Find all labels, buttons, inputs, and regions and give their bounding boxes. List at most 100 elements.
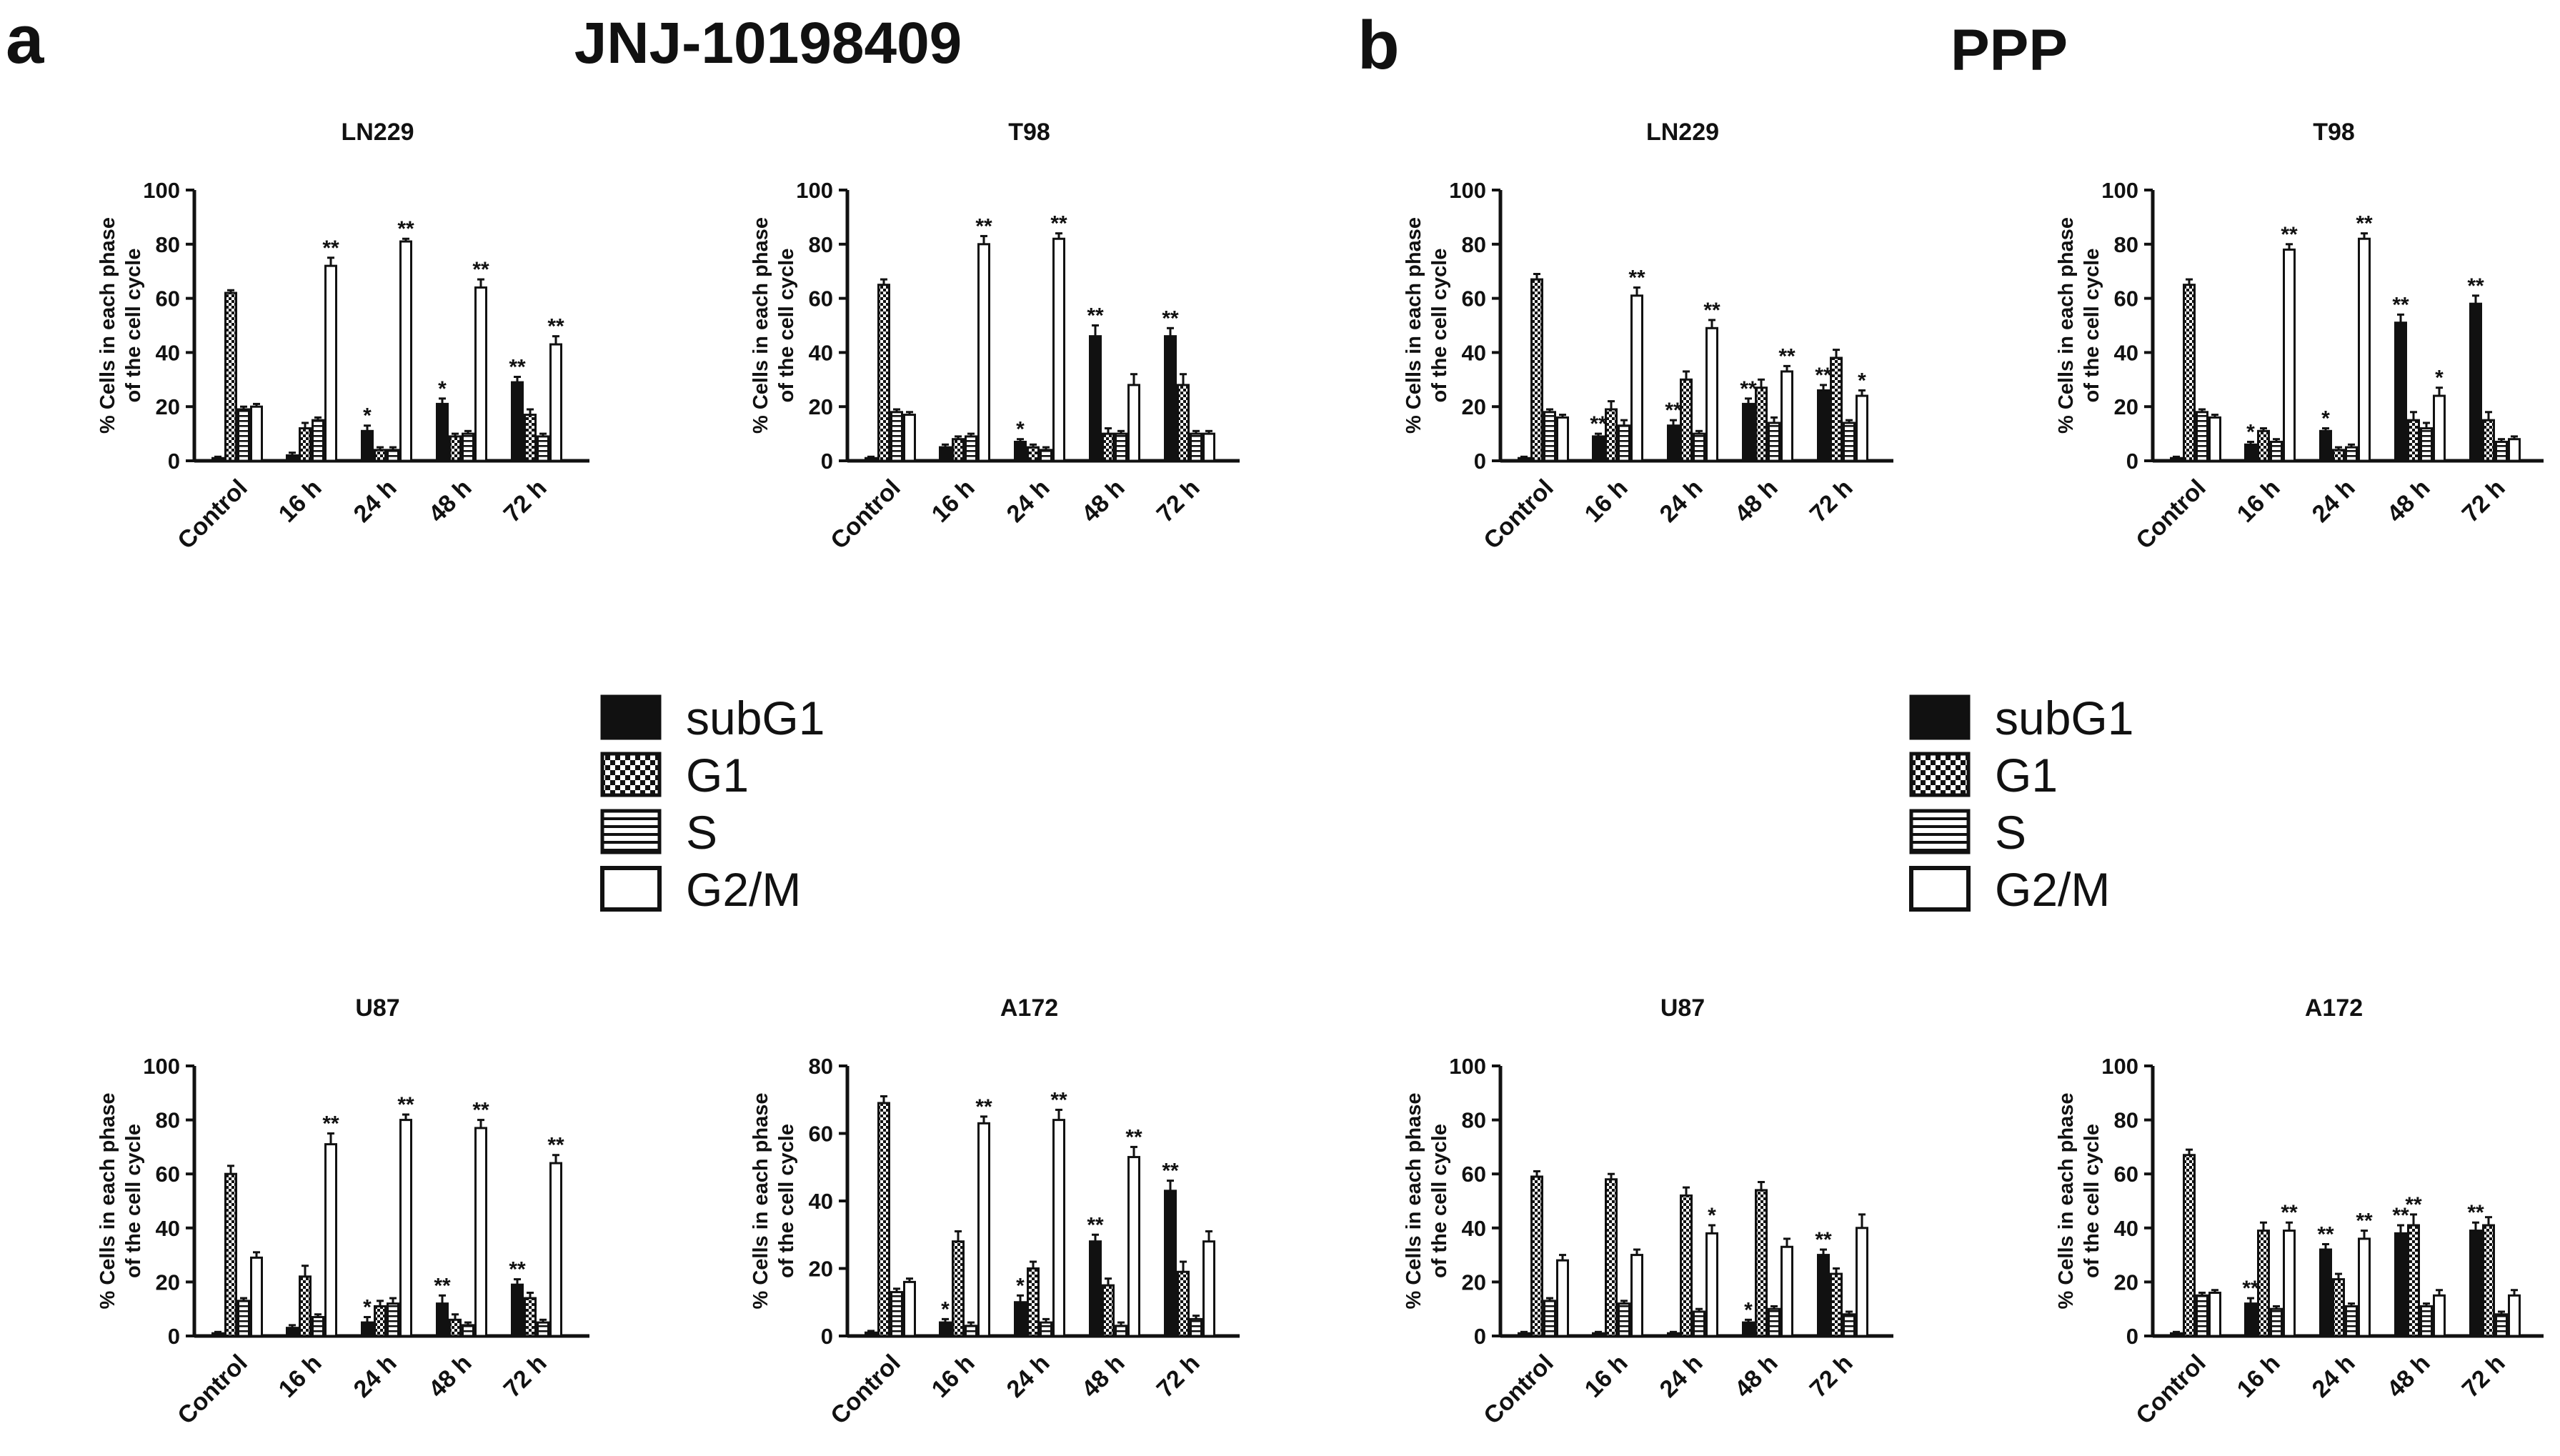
group-title-b: PPP — [1951, 18, 2068, 83]
bar-g2m-72-h — [2508, 438, 2521, 462]
bar-g1-48-h — [2407, 1224, 2420, 1337]
chart-b-ln229: LN229 % Cells in each phase of the cell cy… — [1403, 119, 1893, 554]
significance-g2m-16-h: ** — [2281, 223, 2298, 246]
significance-subg1-16-h: * — [941, 1297, 950, 1321]
bar-g1-72-h — [1830, 356, 1843, 462]
bar-s-48-h — [1115, 1325, 1127, 1337]
y-axis-title-line: of the cell cycle — [1428, 249, 1451, 403]
bar-s-72-h — [1843, 1313, 1856, 1337]
bar-subg1-16-h — [286, 1327, 299, 1337]
x-category-label: 16 h — [274, 1350, 327, 1403]
y-tick-label: 60 — [156, 1162, 180, 1187]
y-tick-label: 20 — [156, 1270, 180, 1295]
bar-g2m-16-h — [2283, 248, 2296, 462]
y-tick-label: 60 — [809, 1122, 833, 1147]
y-tick-label: 100 — [1449, 1054, 1486, 1079]
bar-g1-16-h — [952, 438, 965, 462]
x-category-label: 48 h — [424, 1350, 477, 1403]
bar-subg1-24-h — [361, 1321, 374, 1337]
bar-g1-16-h — [952, 1240, 965, 1337]
y-tick-label: 0 — [821, 1324, 833, 1349]
bar-s-control — [890, 1291, 903, 1337]
significance-subg1-48-h: ** — [1087, 1213, 1104, 1237]
x-category-label: 48 h — [1730, 1350, 1783, 1403]
bar-subg1-48-h — [2394, 1232, 2407, 1337]
legend-swatch-s — [1909, 809, 1971, 854]
x-category-label: 16 h — [927, 1350, 980, 1403]
panel-letter-a: a — [6, 1, 44, 78]
bar-s-72-h — [1843, 422, 1856, 462]
bar-g2m-24-h — [399, 1119, 412, 1337]
bar-g2m-72-h — [1856, 394, 1868, 462]
bar-g2m-16-h — [324, 264, 337, 462]
x-category-label: 48 h — [1077, 1350, 1130, 1403]
bar-g1-72-h — [524, 1297, 537, 1337]
bar-subg1-72-h — [511, 381, 524, 462]
significance-subg1-48-h: ** — [1087, 304, 1104, 328]
bar-g2m-control — [903, 1280, 916, 1337]
bar-g2m-48-h — [1127, 1156, 1140, 1337]
bar-g1-24-h — [2332, 1278, 2345, 1337]
bar-subg1-24-h — [1667, 1332, 1680, 1337]
x-category-label: 16 h — [927, 474, 980, 528]
bar-subg1-control — [211, 1332, 224, 1337]
bar-g2m-24-h — [1705, 326, 1718, 462]
significance-subg1-48-h: * — [438, 377, 447, 401]
bar-s-16-h — [1618, 1302, 1630, 1337]
y-tick-label: 0 — [168, 449, 180, 474]
significance-g2m-72-h: ** — [547, 1134, 564, 1157]
bar-subg1-48-h — [1089, 335, 1102, 462]
x-category-label: 24 h — [2307, 1350, 2361, 1403]
y-tick-label: 40 — [809, 340, 833, 365]
bar-g1-24-h — [374, 1305, 387, 1337]
y-tick-label: 80 — [1462, 232, 1486, 257]
chart-title: A172 — [2305, 994, 2363, 1022]
x-category-label: 48 h — [2382, 1350, 2436, 1403]
x-category-label: 48 h — [1730, 474, 1783, 528]
bar-g1-control — [1530, 1175, 1543, 1337]
legend-swatch-g2m — [1909, 866, 1971, 912]
significance-subg1-24-h: * — [2321, 407, 2330, 431]
y-tick-label: 40 — [156, 1216, 180, 1241]
y-tick-label: 40 — [809, 1189, 833, 1214]
y-axis-title-line: of the cell cycle — [2081, 249, 2103, 403]
y-tick-label: 20 — [2114, 1270, 2138, 1295]
bar-s-16-h — [312, 1316, 324, 1337]
bar-g1-control — [1530, 278, 1543, 462]
bar-g2m-16-h — [2283, 1230, 2296, 1337]
y-tick-label: 80 — [809, 1054, 833, 1079]
bar-g2m-16-h — [1630, 1254, 1643, 1337]
bar-s-16-h — [2270, 440, 2283, 462]
x-category-label: Control — [1478, 474, 1558, 554]
chart-title: A172 — [1000, 994, 1058, 1022]
x-category-label: 16 h — [1580, 474, 1633, 528]
bar-s-24-h — [387, 449, 399, 462]
bar-g1-48-h — [1755, 387, 1768, 462]
chart-title: LN229 — [1646, 119, 1719, 146]
significance-subg1-16-h: ** — [2242, 1277, 2259, 1300]
x-category-label: Control — [1478, 1350, 1558, 1430]
significance-g2m-16-h: ** — [1628, 266, 1645, 289]
legend-swatch-g2m — [600, 866, 662, 912]
bar-subg1-72-h — [1164, 335, 1177, 462]
chart-b-a172: A172 % Cells in each phase of the cell cyc… — [2055, 994, 2544, 1430]
significance-g2m-24-h: ** — [397, 1093, 414, 1117]
chart-a-t98: T98 % Cells in each phase of the cell cycl… — [749, 119, 1240, 554]
bar-g2m-24-h — [2358, 237, 2371, 462]
chart-title: LN229 — [341, 119, 414, 146]
bar-subg1-16-h — [286, 454, 299, 462]
y-tick-label: 100 — [143, 1054, 180, 1079]
significance-subg1-48-h: ** — [434, 1274, 451, 1297]
x-category-label: 24 h — [1655, 474, 1708, 528]
chart-a-a172: A172 % Cells in each phase of the cell cyc… — [749, 994, 1240, 1430]
y-tick-label: 20 — [156, 394, 180, 419]
bar-g1-control — [2183, 1154, 2196, 1337]
bar-s-16-h — [965, 435, 977, 462]
legend-a: subG1 G1 S G2/M — [600, 692, 825, 916]
y-tick-label: 100 — [1449, 178, 1486, 203]
bar-subg1-72-h — [1164, 1190, 1177, 1337]
bar-s-24-h — [2345, 446, 2358, 462]
x-category-label: 24 h — [1002, 1350, 1055, 1403]
significance-g2m-48-h: ** — [1125, 1125, 1142, 1149]
y-tick-label: 40 — [1462, 1216, 1486, 1241]
